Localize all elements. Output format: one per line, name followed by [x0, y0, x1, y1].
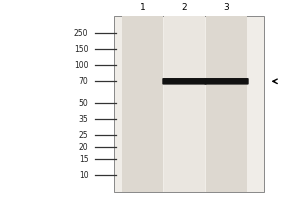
Bar — [114, 16, 264, 192]
Text: 3: 3 — [224, 3, 230, 12]
Text: 150: 150 — [74, 45, 88, 54]
Text: 10: 10 — [79, 171, 88, 180]
Bar — [164, 16, 205, 192]
Bar — [122, 16, 163, 192]
Text: 1: 1 — [140, 3, 146, 12]
Text: 250: 250 — [74, 29, 88, 38]
Text: 25: 25 — [79, 131, 88, 140]
Text: 15: 15 — [79, 155, 88, 164]
Text: 50: 50 — [79, 99, 88, 108]
Text: 100: 100 — [74, 61, 88, 70]
Text: 2: 2 — [182, 3, 187, 12]
FancyBboxPatch shape — [204, 78, 249, 85]
Text: 20: 20 — [79, 143, 88, 152]
Text: 35: 35 — [79, 115, 88, 124]
Text: 70: 70 — [79, 77, 88, 86]
Bar — [206, 16, 247, 192]
FancyBboxPatch shape — [162, 78, 207, 85]
